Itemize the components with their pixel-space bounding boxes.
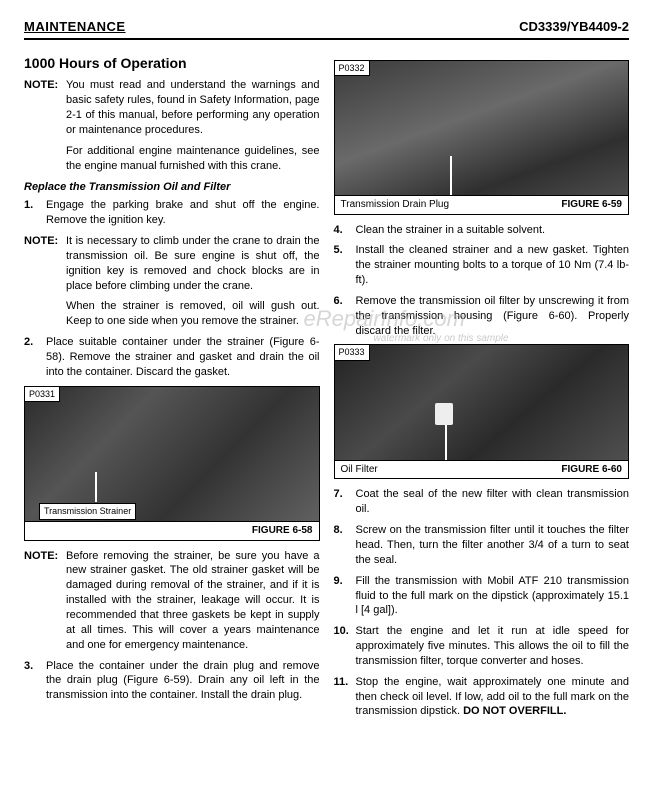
figure-tag: P0331 [25,387,60,402]
step-11: Stop the engine, wait approximately one … [334,675,630,720]
section-title: 1000 Hours of Operation [24,54,320,73]
page-header: MAINTENANCE CD3339/YB4409-2 [24,18,629,40]
figure-6-58: P0331 Transmission Strainer FIGURE 6-58 [24,386,320,541]
figure-6-59: P0332 Transmission Drain Plug FIGURE 6-5… [334,60,630,215]
step-3: Place the container under the drain plug… [24,659,320,704]
figure-caption: Oil Filter FIGURE 6-60 [335,460,629,479]
figure-label: Transmission Drain Plug [341,198,450,212]
note-body: Before removing the strainer, be sure yo… [66,549,320,653]
right-column: P0332 Transmission Drain Plug FIGURE 6-5… [334,54,630,726]
step-4: Clean the strainer in a suitable solvent… [334,223,630,238]
figure-6-60: P0333 Oil Filter FIGURE 6-60 [334,344,630,479]
leader-line [450,156,452,196]
note-2-p2: When the strainer is removed, oil will g… [66,299,320,329]
oil-filter-shape [435,403,453,425]
figure-caption: Transmission Drain Plug FIGURE 6-59 [335,195,629,214]
step-7: Coat the seal of the new filter with cle… [334,487,630,517]
figure-number: FIGURE 6-59 [561,198,622,212]
left-column: 1000 Hours of Operation NOTE: You must r… [24,54,320,726]
figure-tag: P0332 [335,61,370,76]
note-body: It is necessary to climb under the crane… [66,234,320,293]
header-section: MAINTENANCE [24,18,126,36]
figure-label: Oil Filter [341,463,378,477]
leader-line [95,472,97,502]
figure-number: FIGURE 6-60 [561,463,622,477]
steps-list-left-3: Place the container under the drain plug… [24,659,320,704]
step-9: Fill the transmission with Mobil ATF 210… [334,574,630,619]
figure-image [335,61,629,214]
header-model: CD3339/YB4409-2 [519,18,629,36]
steps-list-right-2: Coat the seal of the new filter with cle… [334,487,630,719]
procedure-subhead: Replace the Transmission Oil and Filter [24,180,320,195]
figure-caption: FIGURE 6-58 [25,521,319,540]
note-1-p2: For additional engine maintenance guidel… [66,144,320,174]
step-6: Remove the transmission oil filter by un… [334,294,630,339]
step-10: Start the engine and let it run at idle … [334,624,630,669]
steps-list-right-1: Clean the strainer in a suitable solvent… [334,223,630,339]
step-2: Place suitable container under the strai… [24,335,320,380]
note-label: NOTE: [24,78,66,137]
figure-image [335,345,629,478]
step-8: Screw on the transmission filter until i… [334,523,630,568]
note-1: NOTE: You must read and understand the w… [24,78,320,137]
note-body: You must read and understand the warning… [66,78,320,137]
two-column-layout: 1000 Hours of Operation NOTE: You must r… [24,54,629,726]
steps-list-left-2: Place suitable container under the strai… [24,335,320,380]
steps-list-left: Engage the parking brake and shut off th… [24,198,320,228]
note-label: NOTE: [24,234,66,293]
note-label: NOTE: [24,549,66,653]
leader-line [445,425,447,460]
note-3: NOTE: Before removing the strainer, be s… [24,549,320,653]
figure-number: FIGURE 6-58 [252,524,313,538]
do-not-overfill: DO NOT OVERFILL. [463,705,566,717]
figure-tag: P0333 [335,345,370,360]
figure-callout: Transmission Strainer [39,503,136,519]
note-2: NOTE: It is necessary to climb under the… [24,234,320,293]
step-5: Install the cleaned strainer and a new g… [334,243,630,288]
step-1: Engage the parking brake and shut off th… [24,198,320,228]
